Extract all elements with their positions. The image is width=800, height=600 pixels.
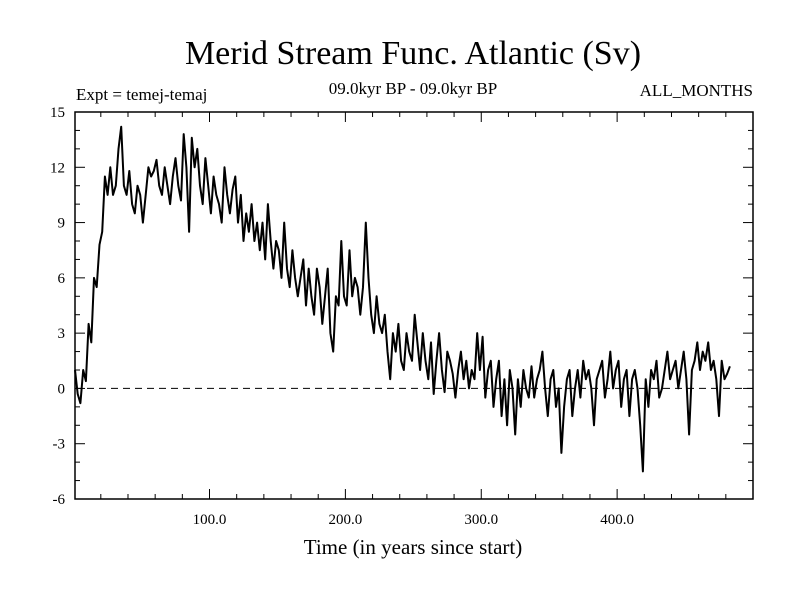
y-tick-label: 6 bbox=[58, 271, 66, 287]
y-tick-label: 15 bbox=[50, 105, 65, 121]
y-tick-label: 12 bbox=[50, 160, 65, 176]
data-series-line bbox=[74, 125, 731, 473]
y-tick-label: 0 bbox=[58, 381, 66, 397]
y-tick-label: -6 bbox=[53, 492, 66, 508]
x-tick-label: 100.0 bbox=[193, 512, 227, 528]
y-tick-label: 3 bbox=[58, 326, 66, 342]
plot-frame bbox=[74, 111, 754, 500]
y-tick-label: 9 bbox=[58, 216, 66, 232]
axis-ticks: -6 -3 0 3 6 9 12 15 100.0 200.0 300.0 400.0 bbox=[50, 105, 753, 528]
chart-title: Merid Stream Func. Atlantic (Sv) bbox=[185, 35, 641, 72]
x-tick-label: 400.0 bbox=[600, 512, 634, 528]
x-tick-label: 300.0 bbox=[464, 512, 498, 528]
chart-subtitle-period: 09.0kyr BP - 09.0kyr BP bbox=[329, 79, 497, 98]
x-axis-label: Time (in years since start) bbox=[304, 535, 523, 559]
y-tick-label: -3 bbox=[53, 437, 66, 453]
x-tick-label: 200.0 bbox=[329, 512, 363, 528]
chart-subtitle-months: ALL_MONTHS bbox=[640, 81, 753, 100]
chart-subtitle-experiment: Expt = temej-temaj bbox=[76, 85, 207, 104]
